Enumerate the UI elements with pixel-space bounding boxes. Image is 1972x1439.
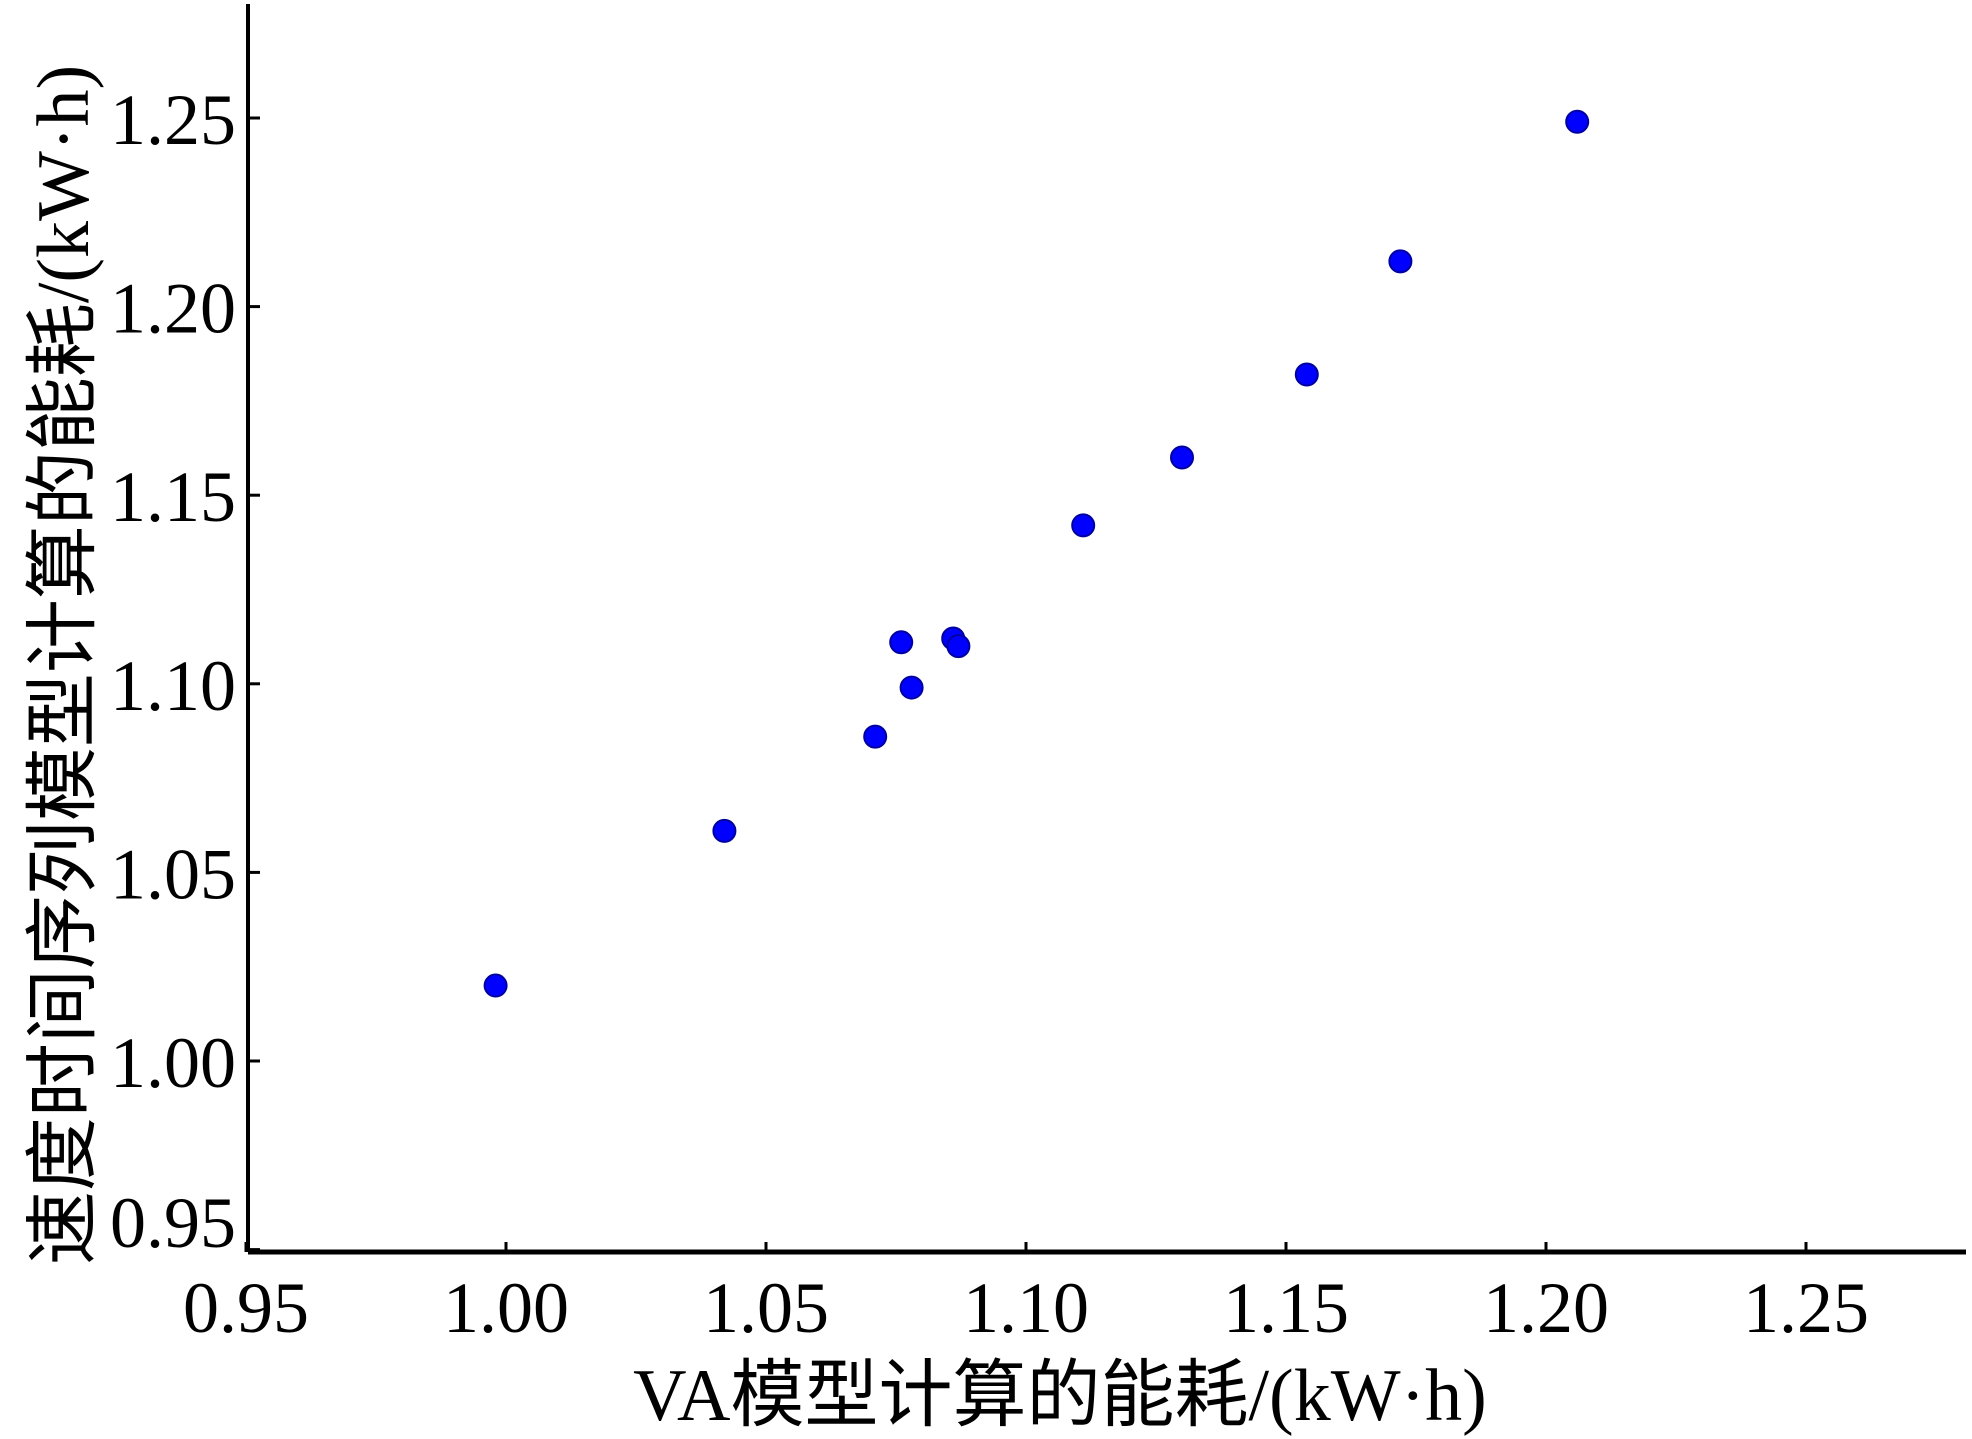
x-tick-label: 1.20 bbox=[1483, 1268, 1609, 1348]
x-tick-label: 1.25 bbox=[1743, 1268, 1869, 1348]
x-tick-label: 1.05 bbox=[703, 1268, 829, 1348]
x-tick-label: 1.15 bbox=[1223, 1268, 1349, 1348]
y-tick-label: 1.00 bbox=[110, 1023, 236, 1103]
x-tick-labels: 0.95 1.00 1.05 1.10 1.15 1.20 1.25 bbox=[183, 1268, 1869, 1348]
data-point bbox=[712, 818, 737, 843]
y-tick-label: 1.15 bbox=[110, 457, 236, 537]
data-point bbox=[899, 675, 924, 700]
y-tick-labels: 0.95 1.00 1.05 1.10 1.15 1.20 1.25 bbox=[110, 80, 236, 1263]
data-point bbox=[889, 630, 914, 655]
x-axis-title: VA模型计算的能耗/(kW·h) bbox=[633, 1355, 1487, 1437]
y-tick-label: 1.25 bbox=[110, 80, 236, 160]
y-tick-label: 1.20 bbox=[110, 269, 236, 349]
x-tick-label: 0.95 bbox=[183, 1268, 309, 1348]
data-point bbox=[946, 634, 971, 659]
data-point bbox=[1388, 249, 1413, 274]
data-point bbox=[1565, 109, 1590, 134]
data-point bbox=[483, 973, 508, 998]
y-axis-title: 速度时间序列模型计算的能耗/(kW·h) bbox=[23, 65, 105, 1265]
data-point bbox=[1294, 362, 1319, 387]
data-points bbox=[483, 109, 1590, 998]
x-tick-label: 1.10 bbox=[963, 1268, 1089, 1348]
x-tick-label: 1.00 bbox=[443, 1268, 569, 1348]
axes bbox=[244, 4, 1966, 1255]
data-point bbox=[863, 724, 888, 749]
y-tick-label: 1.05 bbox=[110, 834, 236, 914]
y-tick-label: 0.95 bbox=[110, 1183, 236, 1263]
data-point bbox=[1170, 445, 1194, 470]
data-point bbox=[1071, 513, 1096, 538]
y-tick-label: 1.10 bbox=[110, 646, 236, 726]
